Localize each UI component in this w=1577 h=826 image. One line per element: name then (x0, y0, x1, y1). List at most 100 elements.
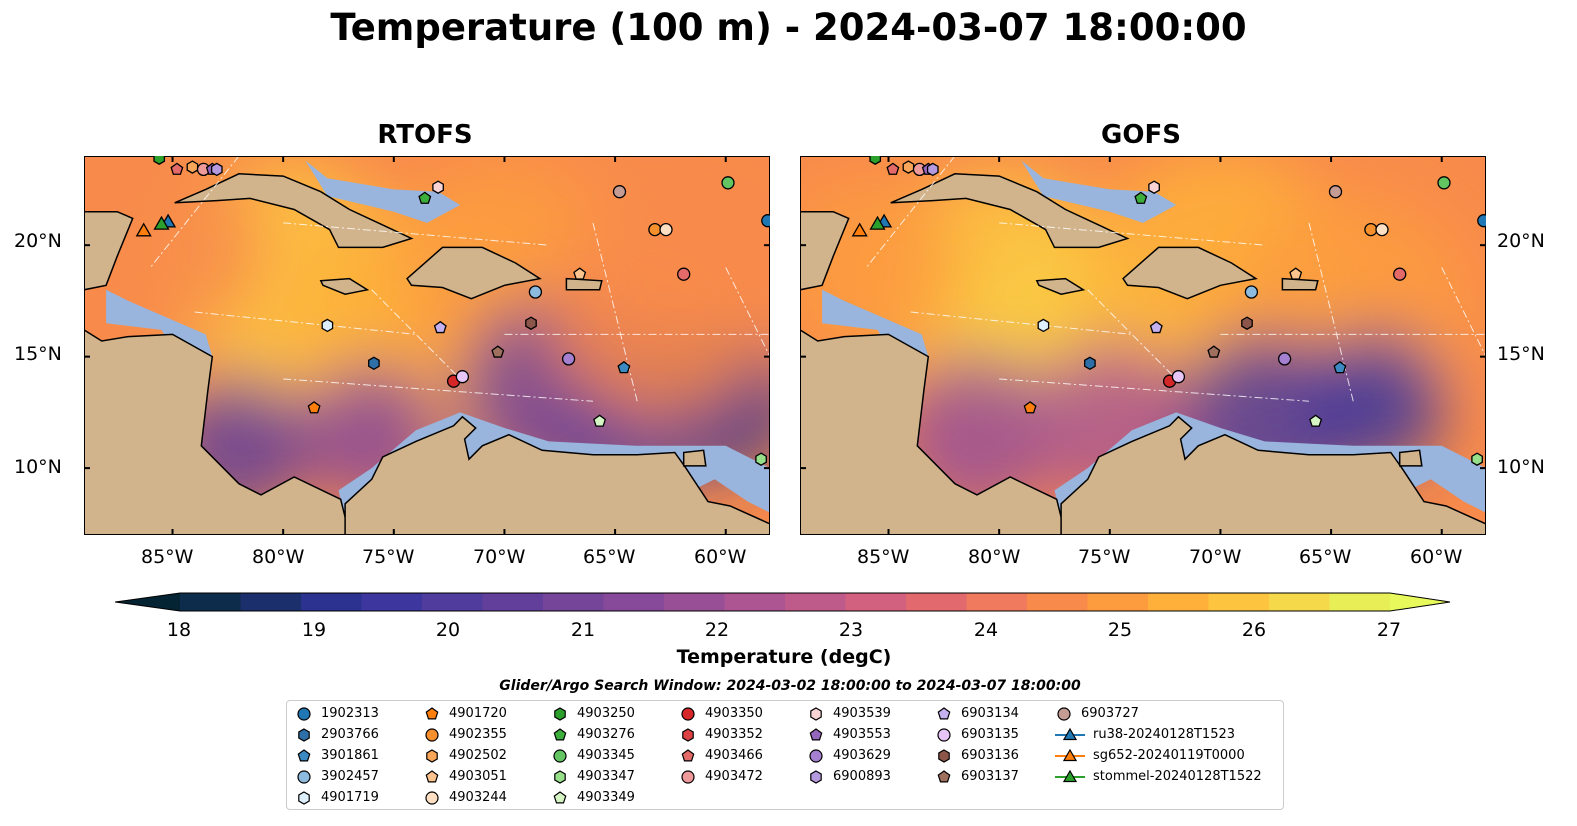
legend-item: 6900893 (807, 766, 891, 787)
legend-marker-icon (1055, 748, 1085, 761)
land-jamaica (1035, 277, 1086, 295)
argo-float-marker (1084, 356, 1096, 371)
legend-label: sg652-20240119T0000 (1093, 748, 1245, 763)
colorbar-segment (724, 593, 786, 611)
argo-float-marker (1477, 214, 1486, 228)
legend-marker-icon (297, 769, 311, 784)
legend-item: sg652-20240119T0000 (1055, 745, 1245, 766)
argo-float-marker (418, 191, 432, 204)
colorbar-segment (845, 593, 907, 611)
glider-marker (851, 222, 868, 237)
land-southam (344, 415, 770, 535)
legend-marker-icon (682, 727, 694, 742)
legend-marker-icon (426, 748, 438, 763)
eez-boundary (999, 378, 1310, 402)
lon-tick-65w-right: 65°W (1299, 546, 1352, 568)
legend-marker-icon (681, 706, 695, 721)
legend-marker-icon (681, 748, 695, 761)
gofs-map (800, 156, 1486, 535)
eez-boundary (592, 222, 638, 402)
legend-label: 4903466 (705, 748, 763, 763)
colorbar-segment (785, 593, 847, 611)
legend-label: 4903347 (577, 769, 635, 784)
argo-float-marker (659, 222, 673, 237)
colorbar-label: Temperature (degC) (676, 646, 892, 668)
argo-float-marker (1375, 222, 1389, 237)
legend-item: 3901861 (295, 745, 379, 766)
argo-float-marker (677, 267, 691, 281)
legend-label: 4903244 (449, 790, 507, 805)
legend-marker-icon (425, 727, 439, 742)
colorbar-extend-low (115, 593, 180, 611)
eez-boundary (865, 156, 956, 268)
legend-item: 4903472 (679, 766, 763, 787)
legend-label: 4903539 (833, 706, 891, 721)
colorbar-segment (361, 593, 423, 611)
legend-item: 4903466 (679, 745, 763, 766)
legend-marker-icon (425, 706, 439, 719)
legend-marker-icon (553, 727, 567, 740)
argo-float-marker (491, 345, 505, 358)
legend-label: 4902502 (449, 748, 507, 763)
legend-label: 4903349 (577, 790, 635, 805)
land-southam (1060, 415, 1486, 535)
legend-label: 4903250 (577, 706, 635, 721)
legend-item: 6903136 (935, 745, 1019, 766)
argo-float-marker (528, 285, 543, 299)
colorbar-segment (1027, 593, 1089, 611)
legend-label: 4902355 (449, 727, 507, 742)
legend-marker-icon (810, 769, 822, 784)
argo-float-marker (926, 162, 939, 177)
legend-item: 4903553 (807, 724, 891, 745)
argo-float-marker (1393, 267, 1407, 281)
argo-float-marker (1333, 360, 1347, 374)
legend-marker-icon (938, 748, 950, 763)
lon-tick-85w-left: 85°W (141, 546, 194, 568)
legend-item: 1902313 (295, 703, 379, 724)
lon-tick-75w-left: 75°W (362, 546, 415, 568)
colorbar-segment (482, 593, 544, 611)
legend-item: ru38-20240128T1523 (1055, 724, 1235, 745)
legend-marker-icon (298, 727, 310, 742)
colorbar (115, 592, 1451, 612)
argo-float-marker (525, 316, 537, 330)
land-yucatan (84, 210, 134, 291)
argo-float-marker (869, 156, 882, 165)
colorbar-segment (906, 593, 968, 611)
legend-marker-icon (1057, 706, 1071, 721)
shallow-shelf (305, 160, 461, 223)
argo-float-marker (617, 360, 631, 374)
colorbar-segment (1269, 593, 1331, 611)
colorbar-tick-23: 23 (838, 619, 864, 641)
shallow-shelf (822, 289, 929, 446)
argo-float-marker (612, 185, 627, 199)
glider-marker (869, 215, 886, 230)
legend-marker-icon (298, 790, 310, 805)
legend-marker-icon (809, 727, 823, 740)
legend-label: 4901720 (449, 706, 507, 721)
legend-marker-icon (553, 748, 567, 763)
legend-item: 6903137 (935, 766, 1019, 787)
argo-float-marker (1207, 345, 1221, 358)
argo-float-marker (153, 156, 166, 165)
land-trinidad (1398, 449, 1423, 467)
legend-item: 4903276 (551, 724, 635, 745)
lon-tick-85w-right: 85°W (857, 546, 910, 568)
legend-marker-icon (810, 706, 822, 721)
shallow-shelf (106, 289, 213, 446)
legend-marker-icon (297, 748, 311, 761)
argo-float-marker (761, 214, 770, 228)
argo-float-marker (433, 320, 447, 334)
rtofs-map (84, 156, 770, 535)
legend-item: 6903727 (1055, 703, 1139, 724)
legend-item: 4903244 (423, 787, 507, 808)
argo-float-marker (721, 176, 735, 190)
legend-label: ru38-20240128T1523 (1093, 727, 1236, 742)
land-trinidad (682, 449, 707, 467)
legend-marker-icon (425, 769, 439, 782)
land-puertorico (565, 277, 603, 291)
legend-label: 6903727 (1081, 706, 1139, 721)
eez-boundary (999, 222, 1265, 246)
colorbar-outline (115, 592, 1451, 612)
argo-float-marker (593, 414, 607, 427)
